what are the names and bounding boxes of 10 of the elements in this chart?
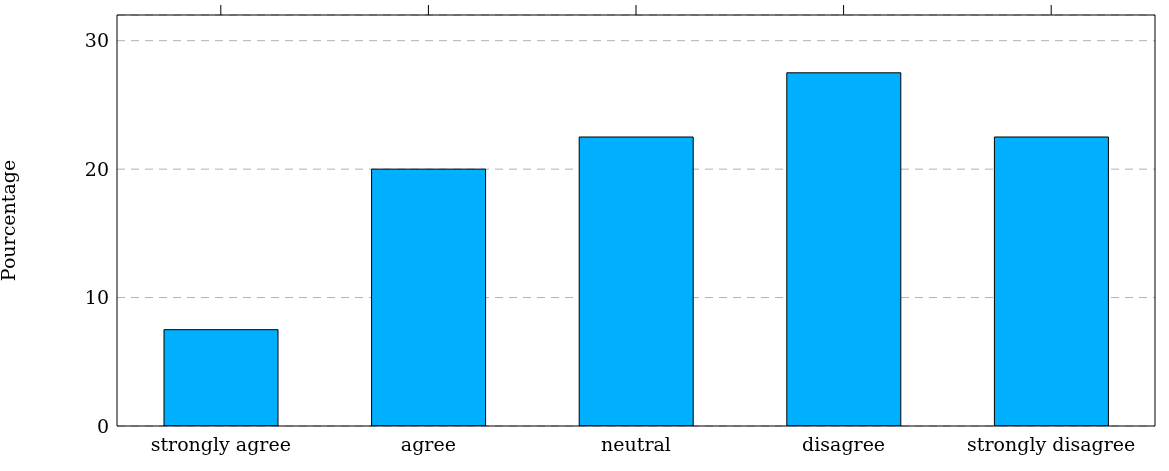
y-tick-label: 30 — [84, 29, 109, 52]
x-tick-label: strongly agree — [150, 433, 291, 456]
x-tick-label: neutral — [601, 433, 671, 456]
y-tick-label: 20 — [84, 157, 109, 180]
x-tick-label: agree — [400, 433, 456, 456]
y-tick-label: 10 — [84, 286, 109, 309]
x-tick-label: strongly disagree — [967, 433, 1136, 456]
y-axis-title: Pourcentage — [0, 159, 19, 282]
y-tick-label: 0 — [96, 414, 109, 437]
x-tick-label: disagree — [802, 433, 886, 456]
